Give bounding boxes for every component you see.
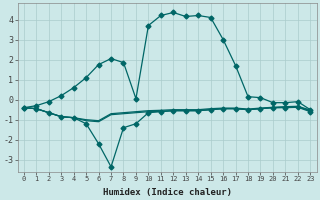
X-axis label: Humidex (Indice chaleur): Humidex (Indice chaleur) [103, 188, 232, 197]
